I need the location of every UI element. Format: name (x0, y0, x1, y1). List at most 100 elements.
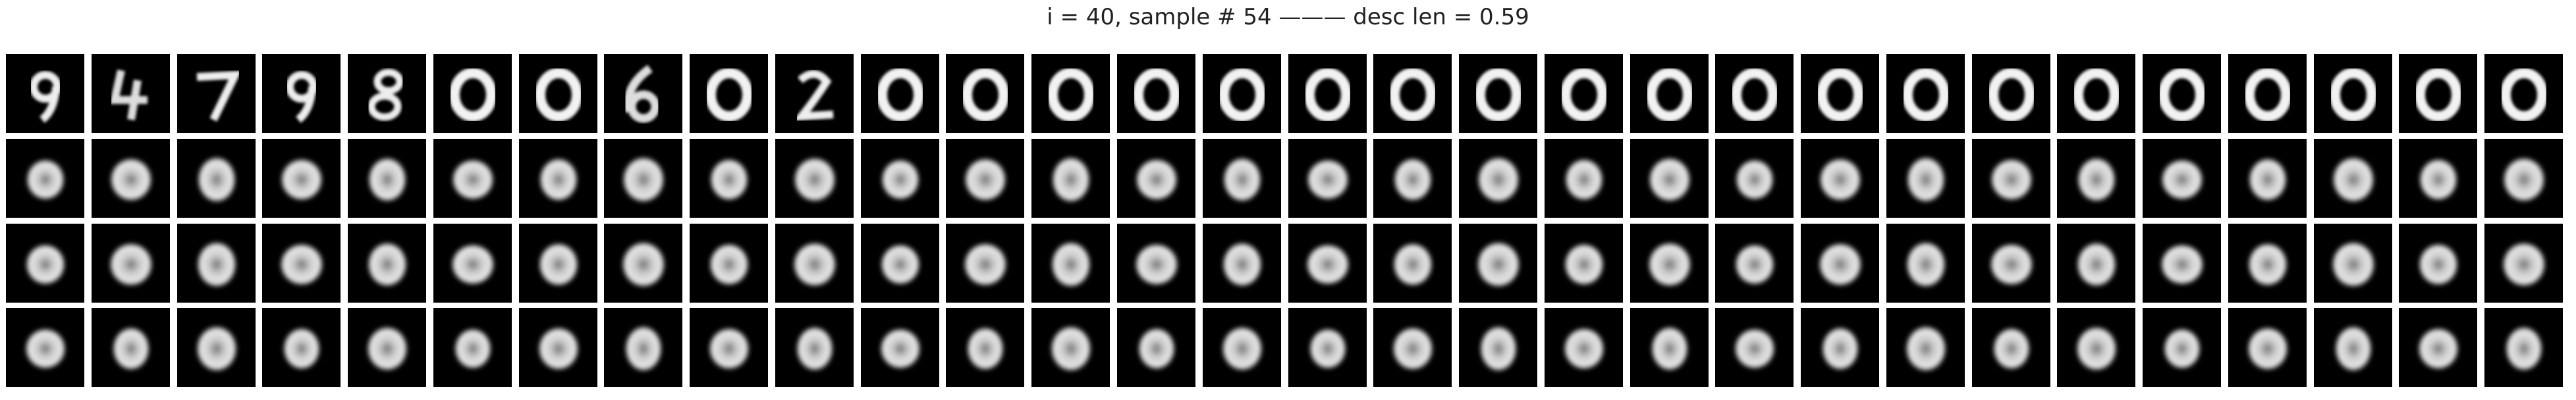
sample-image (775, 139, 854, 218)
sample-image (1886, 308, 1965, 387)
sample-image (1373, 224, 1452, 303)
sample-image (262, 139, 341, 218)
sample-image (1117, 54, 1195, 133)
sample-image (1886, 224, 1965, 303)
sample-image (262, 54, 341, 133)
sample-image (1373, 139, 1452, 218)
sample-image (1801, 224, 1879, 303)
sample-image (1031, 224, 1110, 303)
sample-image (6, 308, 84, 387)
sample-image (1288, 224, 1367, 303)
sample-image (262, 308, 341, 387)
sample-image (690, 308, 768, 387)
sample-image (2057, 139, 2135, 218)
sample-image (1117, 308, 1195, 387)
sample-image (861, 308, 939, 387)
sample-image (6, 54, 84, 133)
sample-image (1288, 54, 1367, 133)
sample-image (1886, 54, 1965, 133)
sample-image (348, 308, 426, 387)
sample-image (1972, 308, 2050, 387)
sample-image (1459, 308, 1537, 387)
sample-image (92, 308, 170, 387)
sample-image (2399, 139, 2477, 218)
sample-image (1203, 224, 1281, 303)
sample-image (2484, 308, 2563, 387)
sample-image (690, 139, 768, 218)
sample-image (92, 54, 170, 133)
sample-image (348, 224, 426, 303)
sample-image (1801, 139, 1879, 218)
sample-grid (6, 54, 2570, 393)
sample-image (1459, 139, 1537, 218)
sample-image (262, 224, 341, 303)
sample-image (2228, 139, 2307, 218)
sample-image (946, 224, 1024, 303)
sample-image (2228, 54, 2307, 133)
sample-image (775, 308, 854, 387)
sample-image (1801, 308, 1879, 387)
sample-image (1203, 54, 1281, 133)
sample-image (1545, 308, 1623, 387)
sample-image (1715, 139, 1794, 218)
sample-image (1031, 308, 1110, 387)
sample-image (2228, 308, 2307, 387)
sample-image (1459, 224, 1537, 303)
sample-image (177, 139, 256, 218)
sample-image (177, 224, 256, 303)
sample-image (1373, 308, 1452, 387)
sample-image (2314, 224, 2392, 303)
sample-image (690, 54, 768, 133)
sample-image (2057, 224, 2135, 303)
sample-image (519, 308, 597, 387)
sample-image (1031, 54, 1110, 133)
sample-image (433, 308, 512, 387)
sample-image (519, 139, 597, 218)
sample-image (92, 224, 170, 303)
sample-image (1373, 54, 1452, 133)
sample-image (1288, 308, 1367, 387)
sample-image (1203, 308, 1281, 387)
sample-image (92, 139, 170, 218)
sample-image (1715, 54, 1794, 133)
sample-image (2314, 308, 2392, 387)
sample-image (2399, 308, 2477, 387)
sample-image (1886, 139, 1965, 218)
sample-image (1117, 224, 1195, 303)
sample-image (775, 54, 854, 133)
sample-image (177, 54, 256, 133)
sample-image (946, 54, 1024, 133)
sample-image (2143, 224, 2221, 303)
sample-image (2143, 54, 2221, 133)
sample-image (2143, 308, 2221, 387)
sample-image (1630, 139, 1709, 218)
sample-image (946, 139, 1024, 218)
sample-image (861, 139, 939, 218)
sample-image (1630, 308, 1709, 387)
sample-image (2143, 139, 2221, 218)
sample-image (1459, 54, 1537, 133)
sample-image (1545, 224, 1623, 303)
sample-image (1288, 139, 1367, 218)
sample-image (1630, 224, 1709, 303)
sample-image (1801, 54, 1879, 133)
sample-image (2399, 224, 2477, 303)
sample-image (2399, 54, 2477, 133)
sample-image (2314, 54, 2392, 133)
sample-image (433, 224, 512, 303)
sample-image (2228, 224, 2307, 303)
sample-image (1630, 54, 1709, 133)
sample-image (1715, 308, 1794, 387)
sample-image (1203, 139, 1281, 218)
sample-image (861, 54, 939, 133)
sample-image (604, 224, 682, 303)
sample-image (775, 224, 854, 303)
sample-image (519, 224, 597, 303)
sample-image (1545, 139, 1623, 218)
sample-image (1972, 224, 2050, 303)
sample-image (946, 308, 1024, 387)
sample-image (6, 139, 84, 218)
sample-image (604, 308, 682, 387)
sample-image (1715, 224, 1794, 303)
sample-image (519, 54, 597, 133)
